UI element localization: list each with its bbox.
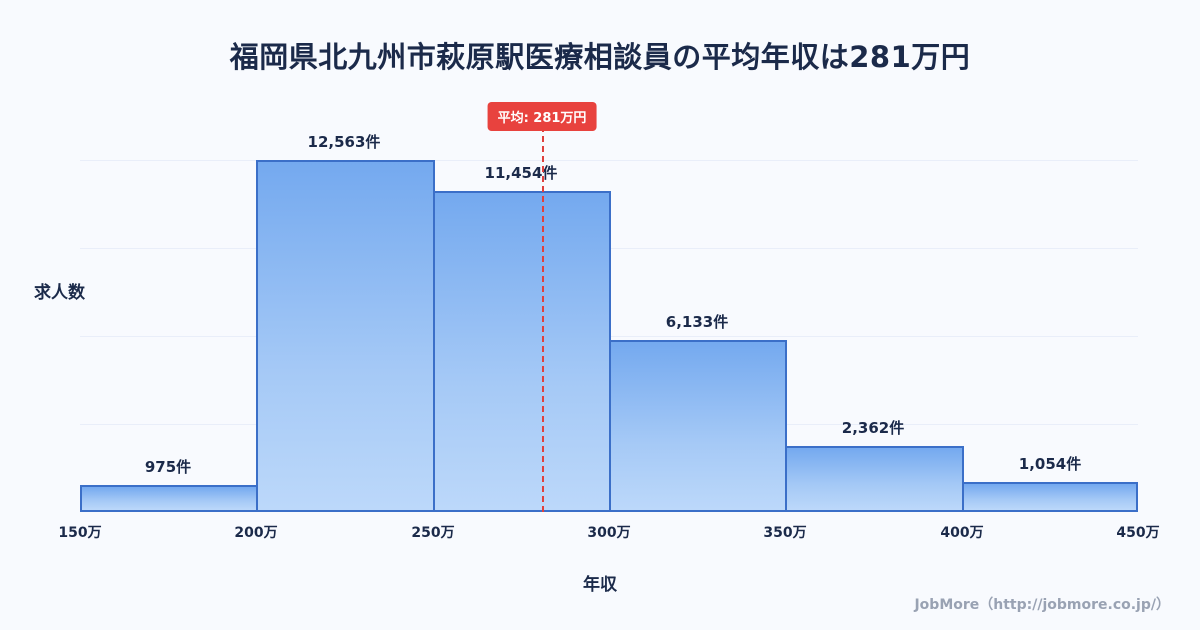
bar-value-label: 11,454件: [484, 164, 558, 182]
x-tick-label: 300万: [587, 525, 631, 541]
histogram-bar: [609, 340, 787, 512]
bar-value-label: 12,563件: [307, 133, 381, 151]
x-tick-label: 250万: [411, 525, 455, 541]
bar-value-label: 975件: [144, 458, 192, 476]
bar-value-label: 6,133件: [665, 313, 729, 331]
x-tick-label: 400万: [940, 525, 984, 541]
page-title: 福岡県北九州市萩原駅医療相談員の平均年収は281万円: [229, 40, 971, 74]
histogram-bar: [785, 446, 964, 512]
x-tick-label: 450万: [1116, 525, 1160, 541]
x-tick-label: 350万: [763, 525, 807, 541]
histogram-plot-area: 975件 12,563件 11,454件 6,133件 2,362件 1,054件 150万…: [58, 102, 1160, 541]
footer-credit: JobMore（http://jobmore.co.jp/）: [914, 597, 1170, 613]
x-tick-label: 150万: [58, 525, 102, 541]
bar-value-label: 1,054件: [1018, 455, 1082, 473]
histogram-bar: [962, 482, 1138, 512]
gridline: [80, 160, 1138, 161]
y-axis-label: 求人数: [34, 283, 85, 303]
average-badge: 平均: 281万円: [487, 102, 597, 131]
x-axis-label: 年収: [583, 575, 617, 595]
histogram-bar: [256, 160, 435, 512]
average-line: [542, 126, 544, 512]
x-tick-label: 200万: [234, 525, 278, 541]
histogram-bar: [80, 485, 258, 512]
bar-value-label: 2,362件: [841, 419, 905, 437]
histogram-bar: [433, 191, 611, 512]
